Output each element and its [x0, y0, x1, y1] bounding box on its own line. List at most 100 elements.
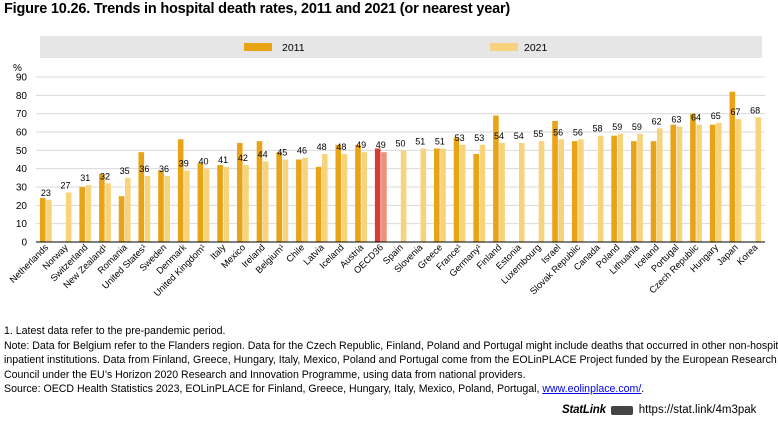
bar-2021: [519, 143, 525, 242]
bar-2021: [184, 170, 190, 242]
bar-2021: [381, 152, 387, 242]
y-tick-label: 80: [16, 91, 28, 102]
bar-2021: [578, 139, 584, 242]
data-label: 54: [514, 131, 524, 141]
bar-2021: [262, 161, 269, 242]
note-line: Note: Data for Belgium refer to the Flan…: [4, 339, 778, 352]
legend-swatch-2021: [490, 43, 518, 51]
data-label: 68: [750, 105, 760, 115]
bar-2021: [321, 154, 328, 242]
x-tick-label: Japan: [715, 242, 740, 267]
bar-2021: [124, 177, 131, 242]
bar-2011: [729, 91, 736, 242]
statlink: StatLink https://stat.link/4m3pak: [562, 404, 756, 416]
data-label: 41: [218, 155, 228, 165]
bar-2011: [236, 143, 243, 242]
data-label: 64: [691, 113, 701, 123]
data-label: 44: [258, 149, 268, 159]
y-tick-label: 30: [16, 183, 28, 194]
data-label: 45: [277, 148, 287, 158]
bar-2021: [85, 185, 92, 242]
bar-2011: [374, 148, 381, 242]
note-line: 1. Latest data refer to the pre-pandemic…: [4, 325, 226, 337]
bar-2011: [631, 141, 637, 242]
bar-2021: [223, 166, 230, 242]
bar-2011: [473, 154, 480, 242]
bar-2021: [105, 183, 111, 242]
statlink-logo: StatLink: [562, 404, 606, 416]
data-label: 27: [61, 181, 71, 191]
bar-2011: [650, 141, 657, 242]
data-label: 35: [120, 166, 130, 176]
bar-2011: [79, 187, 85, 242]
data-label: 53: [455, 133, 465, 143]
notes: 1. Latest data refer to the pre-pandemic…: [4, 324, 778, 397]
bar-2011: [670, 124, 677, 242]
legend-2011: 2011: [244, 42, 305, 54]
bar-2021: [656, 128, 663, 242]
bar-2021: [499, 143, 505, 242]
y-tick-label: 50: [16, 146, 28, 157]
y-tick-label: 40: [16, 164, 28, 175]
bar-2011: [571, 141, 578, 242]
data-label: 40: [198, 157, 208, 167]
bar-2021: [164, 176, 170, 242]
bar-2021: [65, 192, 72, 242]
bar-2021: [538, 141, 545, 242]
data-label: 49: [356, 140, 366, 150]
legend-band: [40, 36, 762, 58]
data-label: 51: [415, 137, 425, 147]
data-label: 46: [297, 146, 307, 156]
data-label: 48: [336, 142, 346, 152]
bar-2011: [355, 144, 361, 242]
bar-2021: [479, 144, 486, 242]
legend-label-2021: 2021: [524, 42, 548, 54]
data-label: 59: [612, 122, 622, 132]
bar-2021: [144, 176, 151, 242]
data-label: 49: [376, 140, 386, 150]
data-label: 31: [80, 173, 90, 183]
data-label: 63: [671, 115, 681, 125]
bar-chart: 2011 2021 % 0 10 20 30 40 50 60 70 80 90 23 27 31 32…: [8, 36, 765, 299]
source-text: Source: OECD Health Statistics 2023, EOL…: [4, 383, 543, 396]
bar-2021: [302, 157, 308, 242]
source-line: Source: OECD Health Statistics 2023, EOL…: [4, 382, 774, 397]
bar-2021: [716, 122, 722, 242]
data-label: 50: [395, 138, 405, 148]
statlink-badge-icon: [610, 405, 633, 415]
data-label: 23: [41, 188, 51, 198]
data-label: 53: [474, 133, 484, 143]
bar-2011: [296, 159, 302, 242]
data-label: 62: [652, 116, 662, 126]
data-label: 56: [553, 127, 563, 137]
y-tick-label: 20: [16, 201, 28, 212]
bar-2021: [459, 144, 466, 242]
bar-2021: [341, 154, 348, 242]
bar-2021: [361, 152, 367, 242]
bar-2011: [217, 165, 223, 242]
bar-2021: [282, 159, 289, 242]
bar-2011: [158, 170, 164, 242]
y-tick-labels: 0 10 20 30 40 50 60 70 80 90: [16, 73, 28, 249]
bar-2011: [197, 163, 204, 242]
statlink-url[interactable]: https://stat.link/4m3pak: [638, 404, 757, 416]
x-tick-label: Korea: [735, 242, 760, 267]
bar-2011: [177, 139, 184, 242]
data-label: 32: [100, 171, 110, 181]
bar-2021: [755, 117, 762, 242]
data-labels: 23 27 31 32 35 36 36 39 40 41 42 44 45 46 48 48 49 49 50 51…: [41, 105, 760, 197]
bar-2011: [335, 144, 342, 242]
legend-label-2011: 2011: [282, 42, 305, 54]
bar-2011: [493, 115, 499, 242]
bar-2021: [558, 139, 565, 242]
source-link[interactable]: www.eolinplace.com/: [542, 383, 642, 396]
data-label: 36: [159, 164, 169, 174]
figure-title: Figure 10.26. Trends in hospital death r…: [4, 1, 511, 17]
bar-2021: [46, 199, 52, 242]
y-tick-label: 90: [16, 73, 28, 84]
bar-2011: [611, 135, 617, 242]
data-label: 42: [238, 153, 248, 163]
bar-2011: [709, 124, 716, 242]
data-label: 58: [593, 124, 603, 134]
